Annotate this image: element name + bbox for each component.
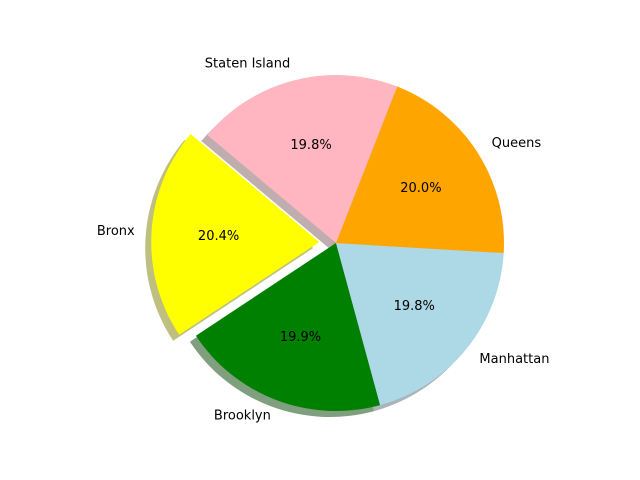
- percent-bronx: 20.4%: [198, 229, 239, 244]
- label-manhattan: Manhattan: [479, 352, 549, 367]
- label-layer: Bronx 20.4% Brooklyn 19.9% Manhattan 19.8% Que…: [97, 56, 550, 423]
- label-brooklyn: Brooklyn: [214, 408, 271, 423]
- slice-layer: [151, 75, 504, 411]
- slice-queens: [336, 86, 504, 254]
- label-queens: Queens: [492, 136, 542, 151]
- label-bronx: Bronx: [97, 224, 135, 239]
- label-staten-island: Staten Island: [205, 56, 290, 71]
- percent-queens: 20.0%: [400, 181, 441, 196]
- percent-manhattan: 19.8%: [394, 299, 435, 314]
- slice-staten-island: [207, 75, 398, 244]
- slice-manhattan: [336, 243, 504, 406]
- percent-staten-island: 19.8%: [290, 138, 331, 153]
- percent-brooklyn: 19.9%: [280, 330, 321, 345]
- slice-bronx: [151, 134, 320, 335]
- slice-brooklyn: [195, 243, 381, 411]
